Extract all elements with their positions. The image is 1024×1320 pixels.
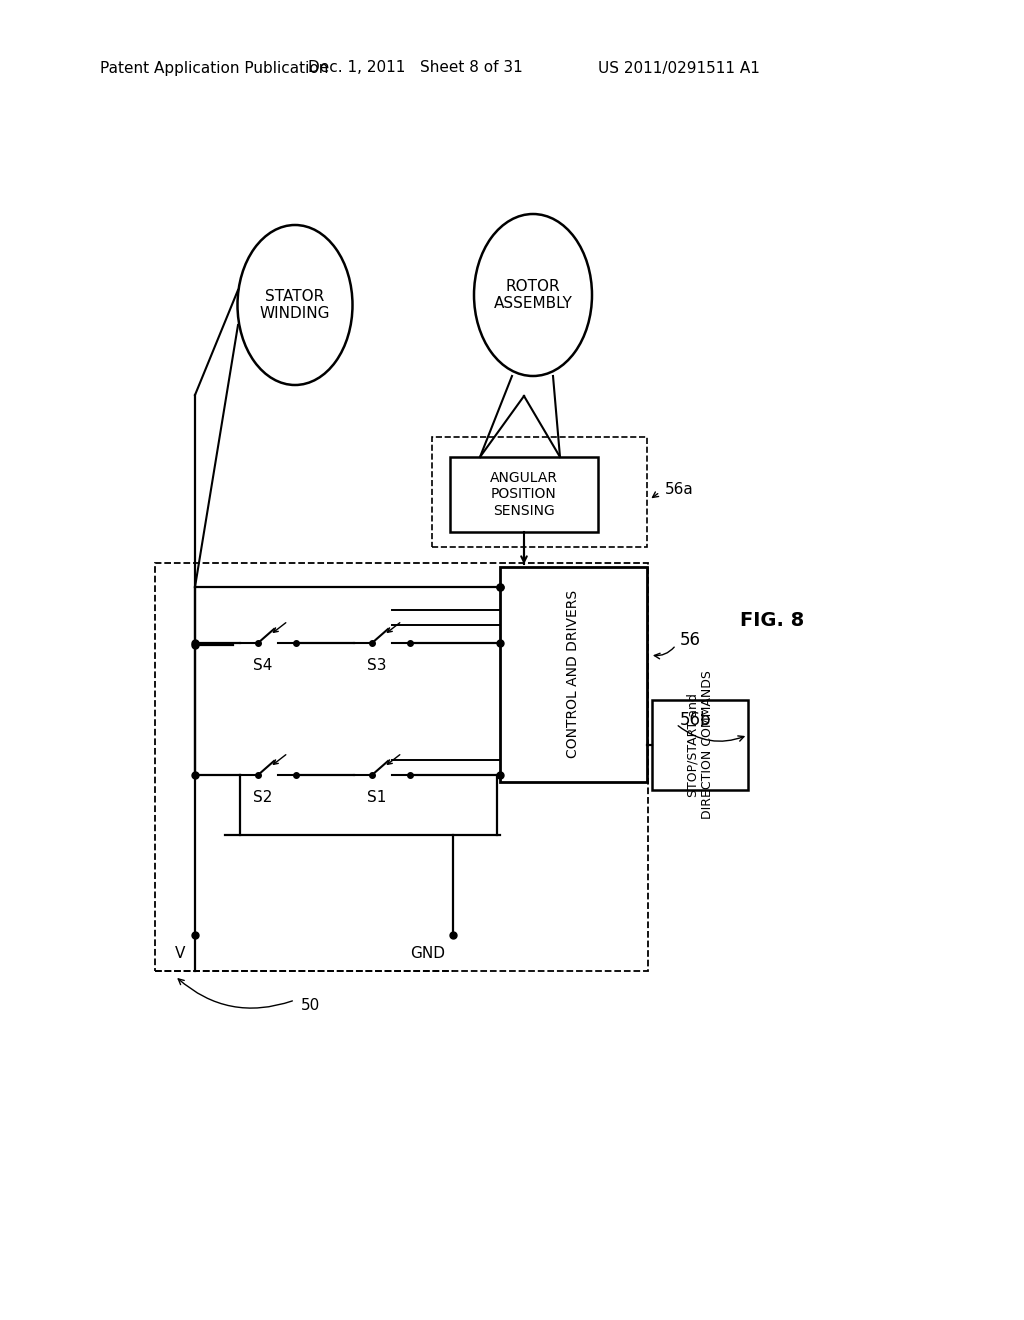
Bar bbox=[652, 700, 748, 789]
Text: S4: S4 bbox=[253, 657, 272, 672]
Text: ANGULAR
POSITION
SENSING: ANGULAR POSITION SENSING bbox=[490, 471, 558, 517]
Text: ROTOR
ASSEMBLY: ROTOR ASSEMBLY bbox=[494, 279, 572, 312]
Text: V: V bbox=[175, 945, 185, 961]
Text: Dec. 1, 2011   Sheet 8 of 31: Dec. 1, 2011 Sheet 8 of 31 bbox=[307, 61, 522, 75]
Text: GND: GND bbox=[410, 945, 445, 961]
Bar bbox=[500, 568, 647, 781]
Text: CONTROL AND DRIVERS: CONTROL AND DRIVERS bbox=[566, 590, 580, 758]
Text: FIG. 8: FIG. 8 bbox=[740, 610, 804, 630]
Text: STOP/START and
DIRECTION COMMANDS: STOP/START and DIRECTION COMMANDS bbox=[686, 671, 714, 820]
Text: Patent Application Publication: Patent Application Publication bbox=[100, 61, 329, 75]
Text: 50: 50 bbox=[300, 998, 319, 1012]
Text: 56a: 56a bbox=[665, 483, 693, 498]
Text: 56b: 56b bbox=[680, 711, 712, 729]
Text: 56: 56 bbox=[680, 631, 701, 649]
Text: S1: S1 bbox=[368, 789, 387, 804]
Text: S2: S2 bbox=[253, 789, 272, 804]
Bar bbox=[432, 437, 647, 546]
Text: STATOR
WINDING: STATOR WINDING bbox=[260, 289, 331, 321]
Text: S3: S3 bbox=[368, 657, 387, 672]
Bar bbox=[155, 564, 648, 972]
Bar bbox=[450, 457, 598, 532]
Text: US 2011/0291511 A1: US 2011/0291511 A1 bbox=[598, 61, 760, 75]
